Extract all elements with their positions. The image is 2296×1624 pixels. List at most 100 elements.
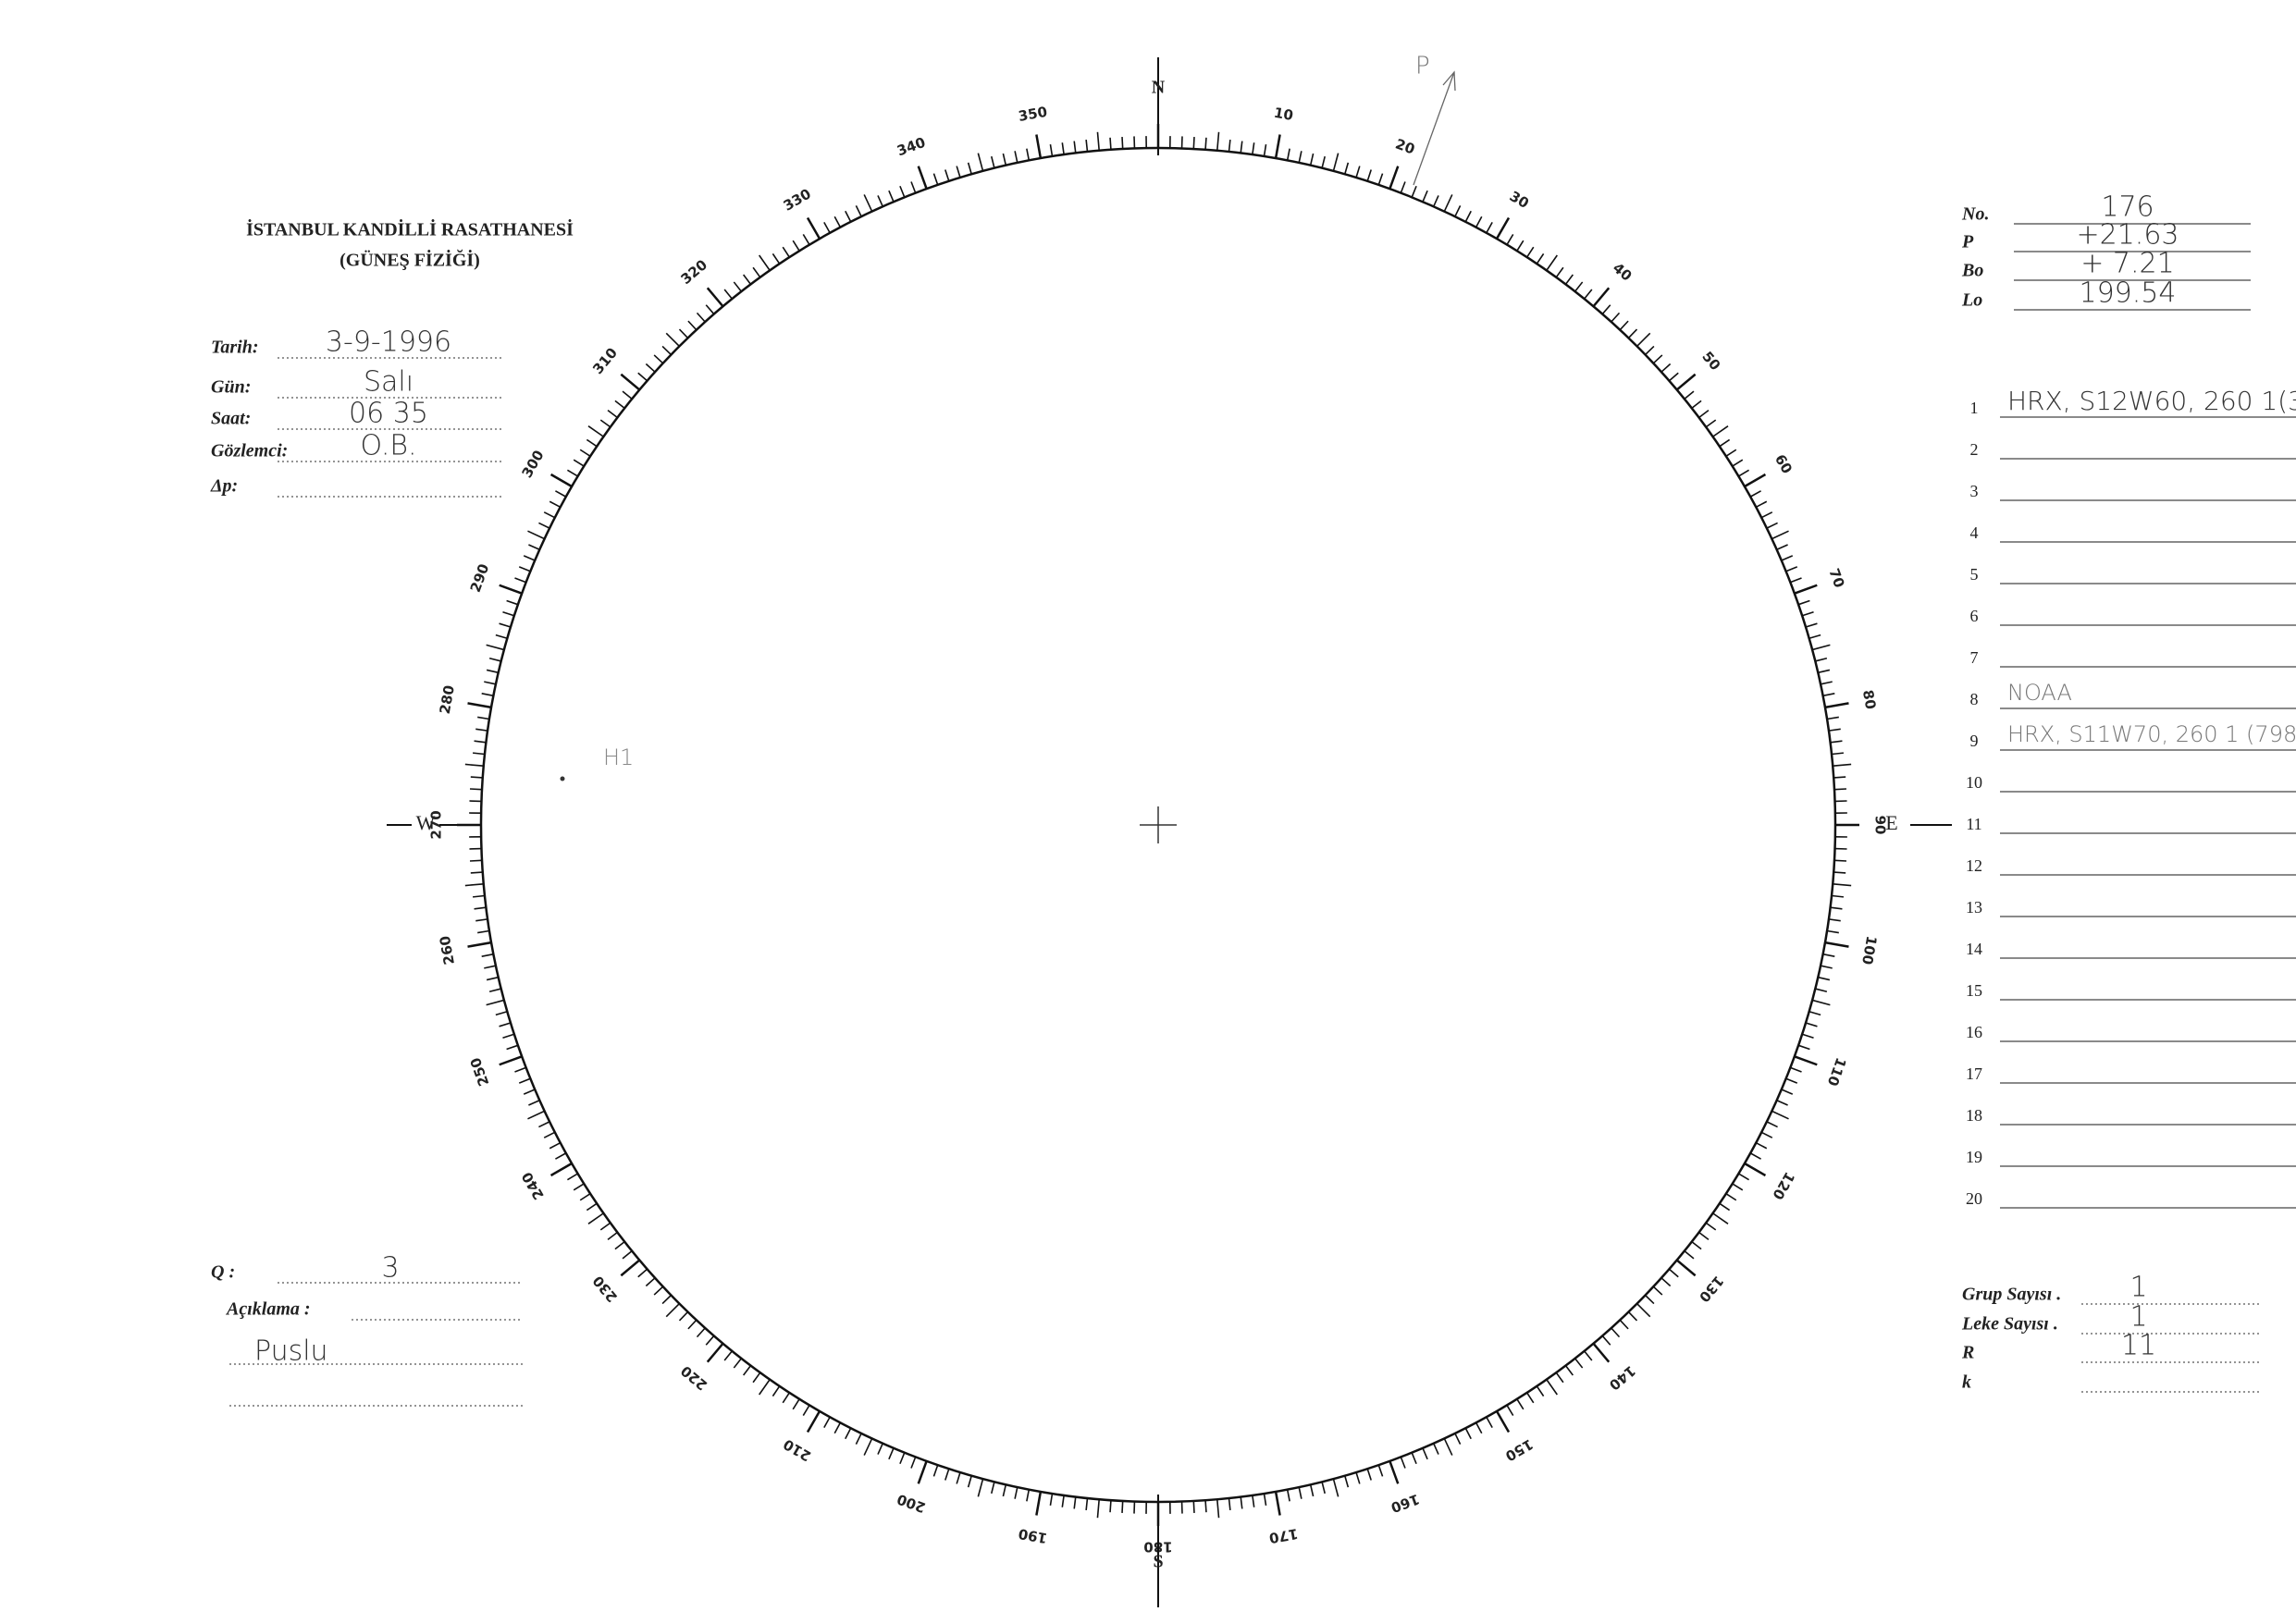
degree-tick — [1811, 644, 1831, 651]
degree-label: 80 — [1859, 689, 1879, 711]
degree-tick — [470, 776, 483, 779]
degree-tick — [1192, 136, 1195, 150]
degree-tick — [1506, 233, 1514, 245]
degree-tick — [1192, 1500, 1195, 1514]
degree-tick — [573, 459, 585, 467]
degree-tick — [1464, 1427, 1472, 1440]
degree-tick — [1526, 1392, 1535, 1404]
degree-tick — [469, 859, 483, 862]
degree-tick — [1343, 162, 1350, 175]
degree-tick — [486, 644, 505, 651]
north-label: N — [1152, 78, 1166, 98]
degree-tick — [1826, 929, 1839, 934]
degree-tick — [1719, 1202, 1731, 1212]
degree-tick — [1794, 584, 1818, 595]
degree-tick — [1422, 190, 1428, 203]
degree-tick — [733, 281, 742, 292]
degree-tick — [1790, 577, 1802, 584]
degree-tick — [1252, 1495, 1255, 1507]
degree-tick — [573, 1183, 585, 1191]
degree-tick — [1592, 1342, 1611, 1363]
degree-tick — [467, 702, 492, 709]
degree-tick — [823, 1416, 831, 1428]
degree-tick — [1675, 373, 1697, 391]
degree-tick — [743, 1365, 752, 1376]
degree-tick — [782, 246, 790, 258]
degree-tick — [1668, 372, 1679, 382]
degree-tick — [1744, 473, 1767, 488]
degree-tick — [899, 185, 906, 198]
degree-tick — [1627, 1311, 1638, 1322]
degree-tick — [1785, 1077, 1798, 1084]
count-label: k — [1962, 1372, 1971, 1393]
degree-tick — [484, 965, 497, 969]
degree-tick — [475, 918, 488, 922]
degree-tick — [723, 1350, 733, 1361]
degree-tick — [587, 1212, 604, 1224]
degree-tick — [1321, 155, 1327, 168]
degree-tick — [1422, 1447, 1428, 1460]
degree-tick — [845, 210, 852, 223]
param-label: Bo — [1961, 261, 1983, 281]
degree-tick — [1495, 1410, 1511, 1433]
field-label: Gözlemci: — [211, 441, 288, 461]
row-number: 19 — [1966, 1148, 1982, 1166]
degree-tick — [1738, 1173, 1750, 1181]
degree-tick — [1818, 669, 1831, 674]
count-label: Grup Sayısı . — [1962, 1285, 2061, 1305]
degree-tick — [499, 622, 512, 628]
remark-label: Açıklama : — [225, 1299, 311, 1320]
degree-tick — [1121, 136, 1124, 150]
south-label: S — [1153, 1552, 1163, 1572]
degree-tick — [990, 155, 995, 168]
degree-tick — [467, 941, 492, 948]
row-number: 12 — [1966, 856, 1982, 875]
degree-tick — [1109, 1500, 1112, 1513]
degree-tick — [759, 1379, 771, 1396]
degree-tick — [1228, 139, 1231, 153]
degree-tick — [1760, 1131, 1773, 1138]
degree-tick — [607, 1231, 618, 1240]
degree-tick — [1014, 151, 1018, 164]
degree-tick — [1366, 1468, 1372, 1481]
degree-tick — [1833, 788, 1847, 791]
degree-tick — [705, 304, 715, 315]
degree-tick — [1109, 137, 1112, 150]
degree-tick — [723, 289, 733, 300]
degree-tick — [472, 894, 486, 898]
degree-tick — [1252, 142, 1255, 155]
degree-tick — [932, 173, 939, 186]
degree-tick — [555, 1152, 567, 1160]
p-axis-arrow — [1413, 71, 1455, 186]
param-value: 176 — [2101, 191, 2154, 224]
degree-tick — [549, 1162, 573, 1177]
count-value: 1 — [2129, 1301, 2147, 1334]
degree-tick — [1833, 763, 1852, 767]
degree-tick — [1584, 1350, 1593, 1361]
degree-tick — [1611, 312, 1621, 323]
degree-label: 10 — [1273, 105, 1295, 124]
degree-tick — [1627, 328, 1638, 338]
degree-tick — [1035, 134, 1043, 159]
degree-tick — [956, 166, 961, 178]
degree-tick — [543, 511, 556, 519]
degree-label: 280 — [437, 683, 458, 715]
degree-tick — [475, 728, 488, 732]
disk-dial: 1020304050607080901001101201301401501601… — [387, 53, 1952, 1607]
row-number: 8 — [1970, 690, 1979, 708]
count-value: 1 — [2129, 1272, 2147, 1304]
degree-tick — [486, 976, 499, 981]
param-value: 199.54 — [2080, 277, 2177, 310]
degree-tick — [502, 611, 515, 617]
degree-tick — [888, 1447, 895, 1460]
degree-tick — [566, 1173, 578, 1181]
degree-tick — [1240, 141, 1243, 154]
degree-tick — [1475, 215, 1483, 228]
row-text: HRX, S12W60, 260 1(34) — [2007, 386, 2296, 416]
degree-tick — [1516, 1398, 1524, 1410]
degree-tick — [1749, 1152, 1761, 1160]
field-label: Saat: — [211, 409, 251, 429]
degree-tick — [1061, 142, 1065, 155]
field-value: O.B. — [360, 430, 416, 462]
